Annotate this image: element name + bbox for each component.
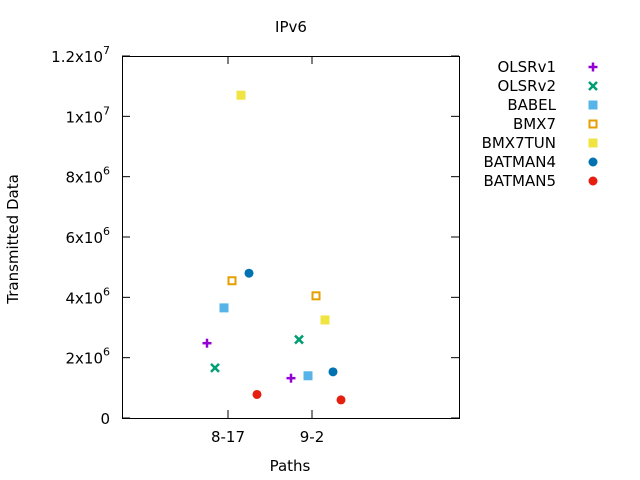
legend: OLSRv1OLSRv2BABELBMX7BMX7TUNBATMAN4BATMA…: [482, 58, 598, 190]
point-babel-8-17: [219, 303, 229, 313]
legend-marker-olsrv1: [588, 62, 598, 72]
legend-label: OLSRv2: [497, 77, 556, 95]
legend-marker-bmx7tun: [588, 138, 598, 148]
y-tick-label: 1.2x107: [51, 44, 110, 66]
point-bmx7-8-17: [227, 276, 237, 286]
y-axis-label: Transmitted Data: [4, 174, 22, 305]
point-batman5-9-2: [336, 395, 346, 405]
legend-label: BATMAN4: [483, 153, 556, 171]
y-tick-label: 0: [100, 410, 110, 428]
point-olsrv1-8-17: [202, 338, 212, 348]
plot-frame: [122, 56, 460, 419]
y-tick-label: 6x106: [65, 225, 110, 247]
legend-label: OLSRv1: [497, 58, 556, 76]
point-bmx7tun-8-17: [236, 90, 246, 100]
y-tick-label: 8x106: [65, 165, 110, 187]
legend-marker-batman4: [588, 157, 598, 167]
legend-label: BATMAN5: [483, 172, 556, 190]
x-axis: 8-17 9-2: [211, 56, 324, 446]
data-points: [202, 90, 346, 405]
x-axis-label: Paths: [270, 457, 311, 475]
point-bmx7tun-9-2: [320, 315, 330, 325]
x-tick-label: 8-17: [211, 428, 245, 446]
point-olsrv1-9-2: [286, 373, 296, 383]
point-batman4-8-17: [244, 268, 254, 278]
point-olsrv2-8-17: [210, 363, 220, 373]
chart-title: IPv6: [275, 18, 307, 36]
y-tick-label: 1x107: [65, 104, 110, 126]
point-babel-9-2: [303, 371, 313, 381]
point-olsrv2-9-2: [294, 334, 304, 345]
legend-marker-batman5: [588, 176, 598, 186]
point-batman4-9-2: [328, 367, 338, 377]
legend-label: BABEL: [507, 96, 556, 114]
legend-label: BMX7: [513, 115, 556, 133]
legend-marker-babel: [588, 100, 598, 110]
legend-marker-olsrv2: [588, 81, 598, 91]
legend-marker-bmx7: [588, 119, 598, 129]
y-tick-label: 2x106: [65, 346, 110, 368]
y-axis: 0 2x106 4x106 6x106 8x106 1x107 1.2x107: [51, 44, 459, 428]
point-bmx7-9-2: [311, 291, 321, 301]
x-tick-label: 9-2: [300, 428, 325, 446]
legend-label: BMX7TUN: [482, 134, 556, 152]
point-batman5-8-17: [252, 389, 262, 399]
y-tick-label: 4x106: [65, 285, 110, 307]
